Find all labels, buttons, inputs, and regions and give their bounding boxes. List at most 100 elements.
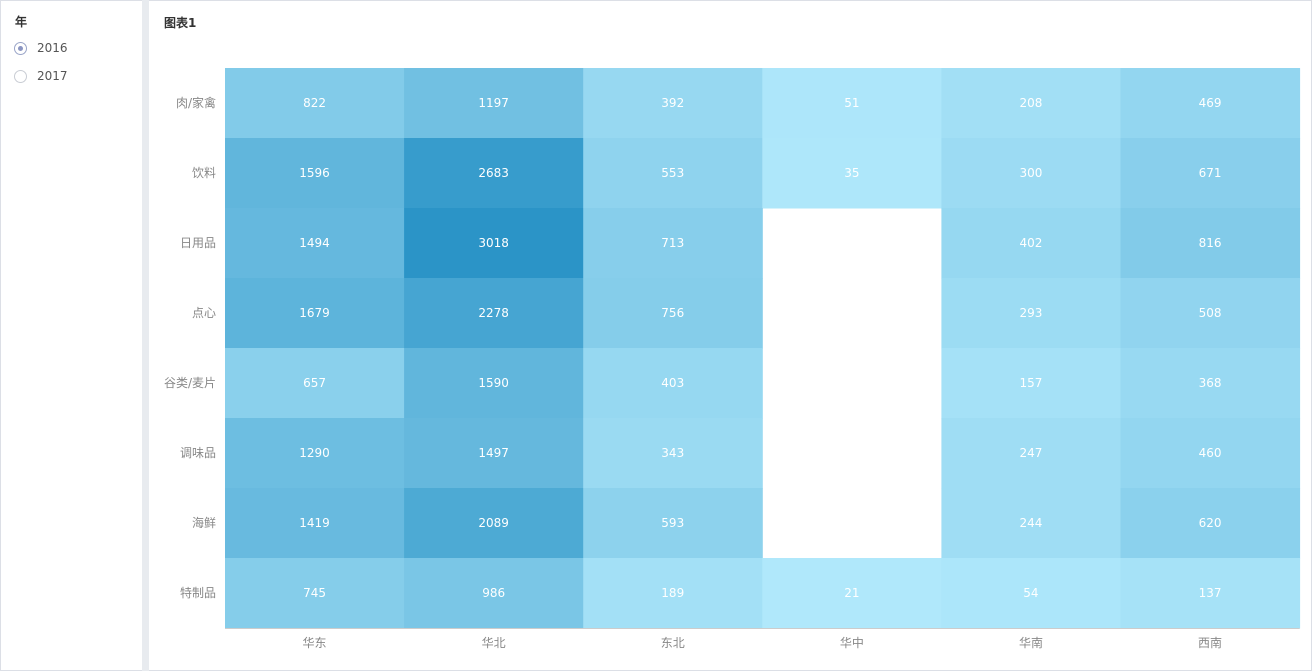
heatmap-cell[interactable] [225, 558, 405, 629]
cell-value-label: 1590 [478, 376, 509, 390]
heatmap-cell[interactable] [941, 278, 1121, 349]
heatmap-cell[interactable] [762, 558, 942, 629]
cell-value-label: 713 [661, 236, 684, 250]
cell-value-label: 402 [1019, 236, 1042, 250]
heatmap-cell[interactable] [404, 138, 584, 209]
cell-value-label: 460 [1199, 446, 1222, 460]
cell-value-label: 756 [661, 306, 684, 320]
heatmap-cell[interactable] [583, 558, 763, 629]
heatmap-cell[interactable] [583, 418, 763, 489]
heatmap-cell[interactable] [583, 68, 763, 139]
cell-value-label: 1596 [299, 166, 330, 180]
x-axis-label: 华南 [1019, 635, 1043, 650]
heatmap-cell[interactable] [1120, 68, 1301, 139]
heatmap-cell[interactable] [404, 278, 584, 349]
x-axis-label: 西南 [1198, 635, 1222, 650]
cell-value-label: 1419 [299, 516, 330, 530]
cell-value-label: 403 [661, 376, 684, 390]
radio-unchecked-icon[interactable] [14, 69, 27, 83]
heatmap-cell[interactable] [225, 348, 405, 419]
heatmap-cell[interactable] [762, 68, 942, 139]
cell-value-label: 593 [661, 516, 684, 530]
heatmap-cell[interactable] [404, 418, 584, 489]
heatmap-cell[interactable] [404, 68, 584, 139]
y-axis-label: 肉/家禽 [176, 95, 216, 110]
cell-value-label: 35 [844, 166, 859, 180]
heatmap-cell[interactable] [941, 488, 1121, 559]
heatmap-cell[interactable] [583, 138, 763, 209]
cell-value-label: 21 [844, 586, 859, 600]
heatmap-cell[interactable] [404, 558, 584, 629]
cell-value-label: 392 [661, 96, 684, 110]
cell-value-label: 1497 [478, 446, 509, 460]
heatmap-cell[interactable] [941, 418, 1121, 489]
heatmap-cell[interactable] [583, 208, 763, 279]
heatmap-cell[interactable] [583, 278, 763, 349]
heatmap-cell[interactable] [404, 208, 584, 279]
heatmap-cell[interactable] [941, 348, 1121, 419]
y-axis-label: 调味品 [180, 446, 216, 460]
cell-value-label: 620 [1199, 516, 1222, 530]
filter-panel: 年 2016 2017 [0, 0, 142, 671]
heatmap-cell[interactable] [225, 488, 405, 559]
y-axis-label: 日用品 [180, 236, 216, 250]
heatmap-cell[interactable] [1120, 488, 1301, 559]
cell-value-label: 2089 [478, 516, 509, 530]
heatmap-cell[interactable] [225, 278, 405, 349]
cell-value-label: 469 [1199, 96, 1222, 110]
heatmap-cell[interactable] [225, 208, 405, 279]
heatmap-cell[interactable] [762, 138, 942, 209]
cell-value-label: 553 [661, 166, 684, 180]
heatmap-cell[interactable] [225, 68, 405, 139]
cell-value-label: 1290 [299, 446, 330, 460]
heatmap-cell[interactable] [404, 488, 584, 559]
heatmap-cell[interactable] [583, 348, 763, 419]
cell-value-label: 208 [1019, 96, 1042, 110]
heatmap-cell[interactable] [941, 208, 1121, 279]
heatmap-cell[interactable] [404, 348, 584, 419]
cell-value-label: 54 [1023, 586, 1038, 600]
heatmap-cell[interactable] [941, 558, 1121, 629]
heatmap-cell[interactable] [583, 488, 763, 559]
cell-value-label: 293 [1019, 306, 1042, 320]
chart-panel: 图表1 822 1197 392 51 208 469 1596 2683 553 35 300 67… [149, 0, 1312, 671]
cell-value-label: 368 [1199, 376, 1222, 390]
cell-value-label: 671 [1199, 166, 1222, 180]
cell-value-label: 657 [303, 376, 326, 390]
heatmap-cell[interactable] [225, 418, 405, 489]
radio-option-2016[interactable]: 2016 [14, 40, 68, 56]
heatmap-cell[interactable] [1120, 418, 1301, 489]
heatmap-cell[interactable] [1120, 208, 1301, 279]
y-axis-label: 点心 [192, 306, 216, 320]
cell-value-label: 508 [1199, 306, 1222, 320]
cell-value-label: 3018 [478, 236, 509, 250]
heatmap-cell[interactable] [1120, 558, 1301, 629]
cell-value-label: 1197 [478, 96, 509, 110]
y-axis-label: 特制品 [180, 585, 216, 600]
y-axis-label: 饮料 [192, 166, 216, 180]
heatmap-cell[interactable] [941, 138, 1121, 209]
filter-title: 年 [15, 15, 28, 29]
cell-value-label: 51 [844, 96, 859, 110]
chart-title: 图表1 [164, 16, 197, 30]
cell-value-label: 247 [1019, 446, 1042, 460]
radio-checked-icon[interactable] [14, 41, 27, 55]
cell-value-label: 2683 [478, 166, 509, 180]
y-axis-label: 谷类/麦片 [164, 376, 216, 390]
cell-value-label: 244 [1019, 516, 1042, 530]
cell-value-label: 300 [1019, 166, 1042, 180]
cell-value-label: 189 [661, 586, 684, 600]
cell-value-label: 2278 [478, 306, 509, 320]
heatmap-cell[interactable] [941, 68, 1121, 139]
heatmap-cell[interactable] [1120, 278, 1301, 349]
heatmap-cell[interactable] [1120, 348, 1301, 419]
cell-value-label: 745 [303, 586, 326, 600]
radio-label: 2017 [37, 69, 68, 83]
heatmap-cell[interactable] [1120, 138, 1301, 209]
radio-option-2017[interactable]: 2017 [14, 68, 68, 84]
heatmap-chart: 822 1197 392 51 208 469 1596 2683 553 35 300 671 149… [164, 68, 1301, 650]
y-axis-label: 海鲜 [192, 515, 216, 530]
x-axis-label: 华中 [840, 635, 864, 650]
heatmap-cell[interactable] [225, 138, 405, 209]
x-axis-label: 华北 [482, 636, 506, 650]
